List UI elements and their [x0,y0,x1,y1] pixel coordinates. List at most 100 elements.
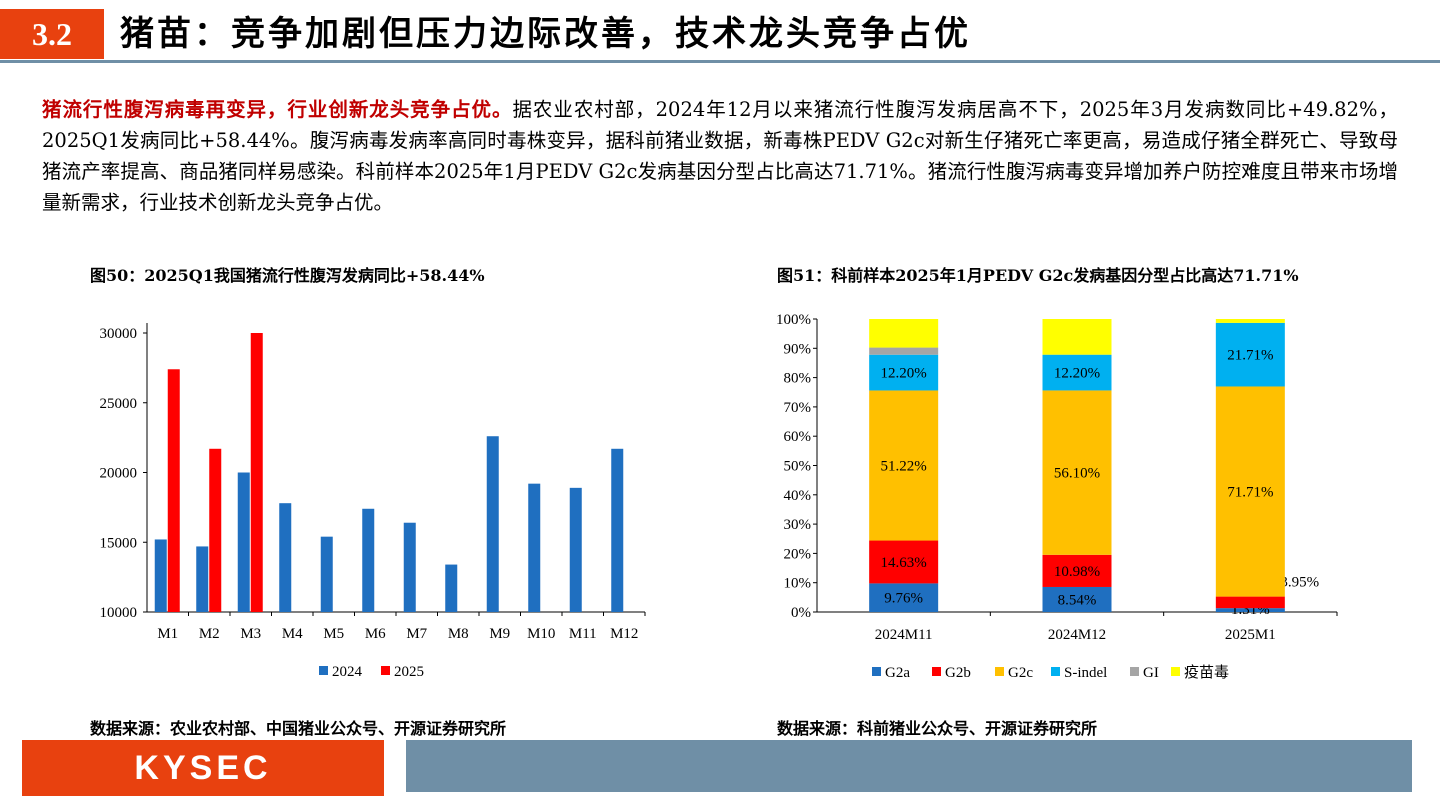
data-label-S-indel-2025M1: 21.71% [1227,348,1273,364]
segment-G2a-2025M1 [1215,608,1285,612]
data-label-G2c-2025M1: 71.71% [1227,485,1273,501]
data-label-S-indel-2024M11: 12.20% [881,366,927,382]
segment-G2a-2024M12 [1042,586,1112,612]
y-tick-label: 25000 [100,396,138,412]
x-tick-label: M3 [240,626,261,642]
y-tick-label: 50% [784,459,812,475]
legend-swatch-G2c [995,667,1004,676]
bar-2024-M3 [237,472,250,612]
segment-G2c-2024M11 [869,390,939,541]
segment-疫苗毒-2024M12 [1042,319,1112,355]
bar-chart-pedv-monthly: 10000 15000 20000 25000 30000 M1 M2 M3 M4 M5 M6 M7 M… [100,323,646,680]
section-number-badge: 3.2 [0,9,104,59]
data-label-G2a-2024M11: 9.76% [884,591,923,607]
legend-label-G2a: G2a [885,665,910,681]
segment-G2b-2024M12 [1042,554,1112,587]
y-tick-label: 0% [791,605,811,621]
x-tick-label: 2024M12 [1048,627,1106,643]
legend-swatch-G2a [872,667,881,676]
bar-2024-M6 [362,508,375,612]
segment-S-indel-2024M12 [1042,354,1112,391]
legend-swatch-2024 [319,666,328,675]
header: 3.2 猪苗：竞争加剧但压力边际改善，技术龙头竞争占优 [0,0,1440,63]
bar-2024-M5 [320,536,333,612]
segment-GI-2024M11 [869,347,939,355]
bar-2024-M8 [445,564,458,612]
x-tick-label: M2 [199,626,220,642]
segment-G2c-2025M1 [1215,386,1285,597]
x-tick-label: M1 [157,626,178,642]
x-tick-label: 2024M11 [875,627,933,643]
intro-body: 据农业农村部，2024年12月以来猪流行性腹泻发病居高不下，2025年3月发病数… [42,98,1398,214]
x-tick-label: M11 [569,626,597,642]
figure-51-source: 数据来源：科前猪业公众号、开源证券研究所 [777,719,1098,738]
bar-2025-M2 [209,448,222,612]
figure-51-title: 图51：科前样本2025年1月PEDV G2c发病基因分型占比高达71.71% [777,266,1299,285]
y-tick-label: 100% [776,312,811,328]
data-label-G2a-2024M12: 8.54% [1058,592,1097,608]
y-tick-label: 90% [784,341,812,357]
legend-swatch-GI [1130,667,1139,676]
bar-2024-M10 [528,483,541,612]
y-tick-label: 80% [784,371,812,387]
page-title: 猪苗：竞争加剧但压力边际改善，技术龙头竞争占优 [120,14,971,54]
legend-label-2024: 2024 [332,664,363,680]
x-tick-label: M12 [610,626,638,642]
segment-G2c-2024M12 [1042,390,1112,555]
y-tick-label: 10000 [100,605,138,621]
segment-疫苗毒-2025M1 [1215,319,1285,323]
data-label-G2c-2024M12: 56.10% [1054,466,1100,482]
segment-G2b-2024M11 [869,540,939,584]
bar-2024-M2 [196,546,209,612]
legend-label-2025: 2025 [394,664,424,680]
stacked-bar-chart-pedv-genotype: 0% 10% 20% 30% 40% 50% 60% 70% 80% 90% 100% 2024M11… [776,312,1338,681]
x-tick-label: M7 [406,626,427,642]
x-tick-label: M5 [323,626,344,642]
bar-2024-M9 [486,436,499,612]
legend-swatch-疫苗毒 [1171,667,1180,676]
bar-2025-M1 [167,369,180,612]
x-tick-label: 2025M1 [1225,627,1276,643]
intro-lead: 猪流行性腹泻病毒再变异，行业创新龙头竞争占优。 [42,98,513,121]
data-label-G2b-2024M12: 10.98% [1054,564,1100,580]
x-tick-label: M9 [489,626,510,642]
bar-2024-M7 [403,522,416,612]
y-tick-label: 70% [784,400,812,416]
kysec-logo: KYSEC [22,740,384,796]
legend-label-疫苗毒: 疫苗毒 [1184,664,1229,681]
x-tick-label: M10 [527,626,555,642]
figure-50-source: 数据来源：农业农村部、中国猪业公众号、开源证券研究所 [90,719,507,738]
bar-2024-M4 [279,503,292,612]
legend-swatch-S-indel [1051,667,1060,676]
segment-疫苗毒-2024M11 [869,319,939,348]
footer-bar [406,740,1412,792]
x-tick-label: M8 [448,626,469,642]
y-tick-label: 10% [784,576,812,592]
bar-2025-M3 [250,333,263,612]
legend-swatch-2025 [381,666,390,675]
segment-G2a-2024M11 [869,583,939,612]
x-tick-label: M4 [282,626,303,642]
y-tick-label: 15000 [100,535,138,551]
y-tick-label: 20000 [100,466,138,482]
legend-label-S-indel: S-indel [1064,665,1107,681]
header-divider [0,60,1440,63]
data-label-S-indel-2024M12: 12.20% [1054,366,1100,382]
bar-2024-M12 [611,448,624,612]
legend-label-G2c: G2c [1008,665,1033,681]
y-tick-label: 30% [784,517,812,533]
figure-50-title: 图50：2025Q1我国猪流行性腹泻发病同比+58.44% [90,266,485,285]
data-label-G2b-2025M1: 3.95% [1280,575,1319,591]
y-tick-label: 40% [784,488,812,504]
data-label-G2b-2024M11: 14.63% [881,555,927,571]
bar-2024-M11 [569,487,582,612]
y-tick-label: 20% [784,546,812,562]
y-tick-label: 30000 [100,326,138,342]
y-tick-label: 60% [784,429,812,445]
intro-paragraph: 猪流行性腹泻病毒再变异，行业创新龙头竞争占优。据农业农村部，2024年12月以来… [42,94,1398,218]
x-tick-label: M6 [365,626,386,642]
segment-G2b-2025M1 [1215,596,1285,609]
legend-label-GI: GI [1143,665,1159,681]
legend-label-G2b: G2b [945,665,971,681]
bar-2024-M1 [154,539,167,612]
